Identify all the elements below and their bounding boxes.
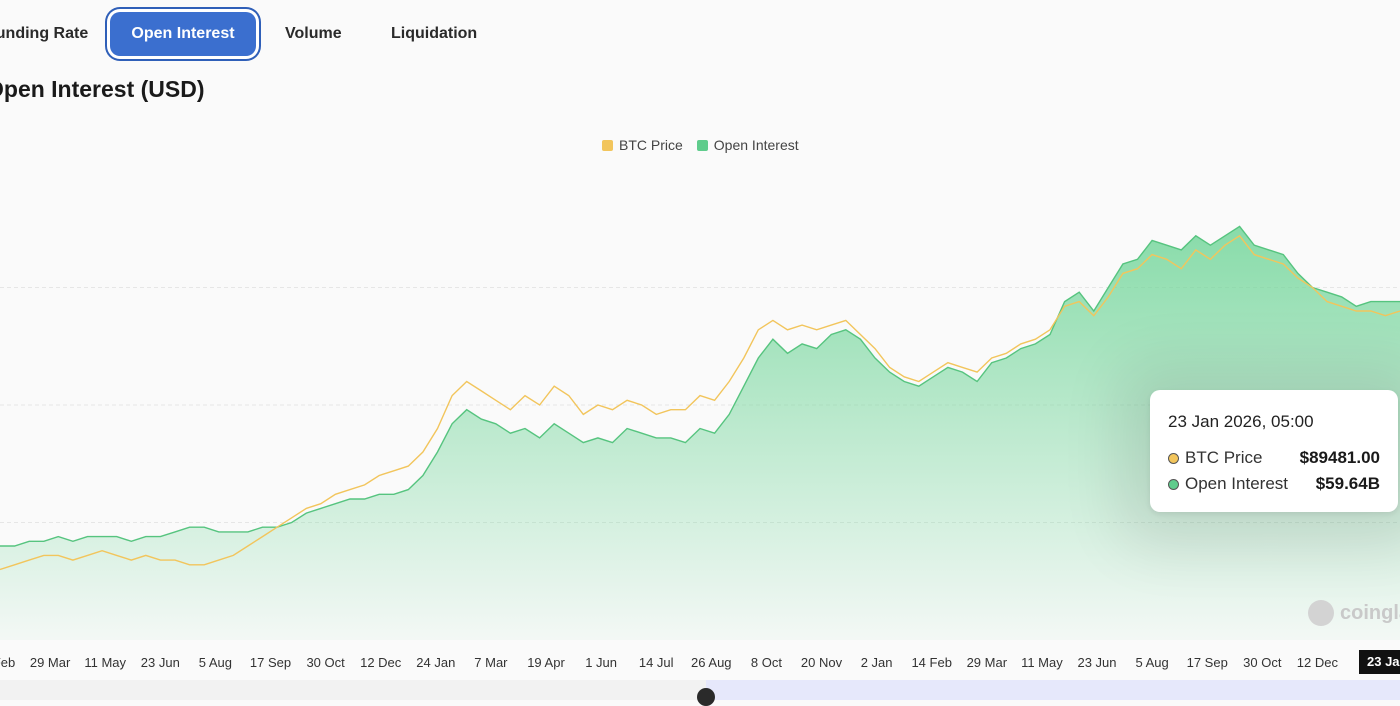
chart-title: Open Interest (USD) (0, 76, 205, 102)
coinglass-logo-icon (1308, 600, 1334, 626)
x-tick-label: 23 Jun (141, 655, 180, 670)
chart-tabs: Funding Rate Open Interest Volume Liquid… (0, 12, 620, 56)
x-tick-label: 14 Jul (639, 655, 674, 670)
x-tick-label: 12 Dec (1297, 655, 1339, 670)
x-tick-label: 19 Apr (527, 655, 565, 670)
x-tick-label: 20 Nov (801, 655, 843, 670)
x-tick-label: 2 Jan (861, 655, 893, 670)
tooltip-label-open-interest: Open Interest (1185, 474, 1289, 493)
x-tick-label: 17 Sep (250, 655, 291, 670)
tab-open-interest[interactable]: Open Interest (110, 12, 256, 56)
tooltip-label-btc-price: BTC Price (1185, 448, 1263, 467)
x-tick-label: 29 Mar (30, 655, 71, 670)
x-tick-label: 23 Jun (1077, 655, 1116, 670)
legend-label-btc-price: BTC Price (619, 137, 683, 153)
x-axis-labels: 17 Feb 29 Mar 11 May 23 Jun 5 Aug 17 Sep 30 Oc… (0, 655, 1338, 670)
btc-price-line (0, 234, 1400, 571)
tooltip-row-btc-price: BTC Price $89481.00 (1168, 447, 1380, 469)
tab-funding-rate[interactable]: Funding Rate (0, 25, 89, 42)
x-tick-label: 5 Aug (1135, 655, 1168, 670)
x-tick-label: 30 Oct (1243, 655, 1282, 670)
x-axis-crosshair-badge: 23 Jan (1359, 650, 1400, 674)
coinglass-watermark: coinglass (1308, 600, 1400, 626)
x-tick-label: 14 Feb (911, 655, 951, 670)
legend-label-open-interest: Open Interest (713, 137, 799, 153)
legend-item-open-interest[interactable]: Open Interest (696, 137, 799, 153)
x-tick-label: 7 Mar (474, 655, 508, 670)
tooltip-dot-btc-price (1168, 452, 1179, 464)
navigator-selected-range[interactable] (706, 680, 1400, 700)
data-tooltip: 23 Jan 2026, 05:00 BTC Price $89481.00 O… (1150, 390, 1398, 512)
open-interest-area (0, 226, 1400, 640)
watermark-text: coinglass (1340, 601, 1400, 624)
x-tick-label: 26 Aug (691, 655, 732, 670)
legend-swatch-open-interest (696, 139, 708, 151)
x-tick-label: 17 Sep (1187, 655, 1228, 670)
legend-swatch-btc-price (602, 139, 613, 151)
x-tick-label: 1 Jun (585, 655, 617, 670)
x-tick-label: 12 Dec (360, 655, 402, 670)
navigator-handle[interactable] (697, 688, 715, 706)
tooltip-dot-open-interest (1168, 478, 1179, 490)
x-tick-label: 17 Feb (0, 655, 15, 670)
tab-liquidation[interactable]: Liquidation (391, 25, 478, 42)
x-tick-label: 8 Oct (751, 655, 782, 670)
legend-item-btc-price[interactable]: BTC Price (602, 137, 683, 153)
chart-legend: BTC Price Open Interest (602, 136, 813, 154)
x-tick-label: 5 Aug (199, 655, 232, 670)
tooltip-value-btc-price: $89481.00 (1299, 448, 1380, 467)
tooltip-row-open-interest: Open Interest $59.64B (1168, 473, 1380, 495)
tooltip-date: 23 Jan 2026, 05:00 (1168, 412, 1314, 431)
tab-volume[interactable]: Volume (285, 25, 342, 42)
open-interest-line (0, 225, 1400, 547)
tooltip-value-open-interest: $59.64B (1315, 474, 1380, 493)
x-tick-label: 30 Oct (306, 655, 345, 670)
x-tick-label: 24 Jan (416, 655, 455, 670)
x-tick-label: 11 May (84, 655, 126, 670)
open-interest-chart[interactable]: 17 Feb 29 Mar 11 May 23 Jun 5 Aug 17 Sep 30 Oc… (0, 160, 1400, 680)
x-tick-label: 29 Mar (967, 655, 1008, 670)
x-tick-label: 11 May (1021, 655, 1063, 670)
